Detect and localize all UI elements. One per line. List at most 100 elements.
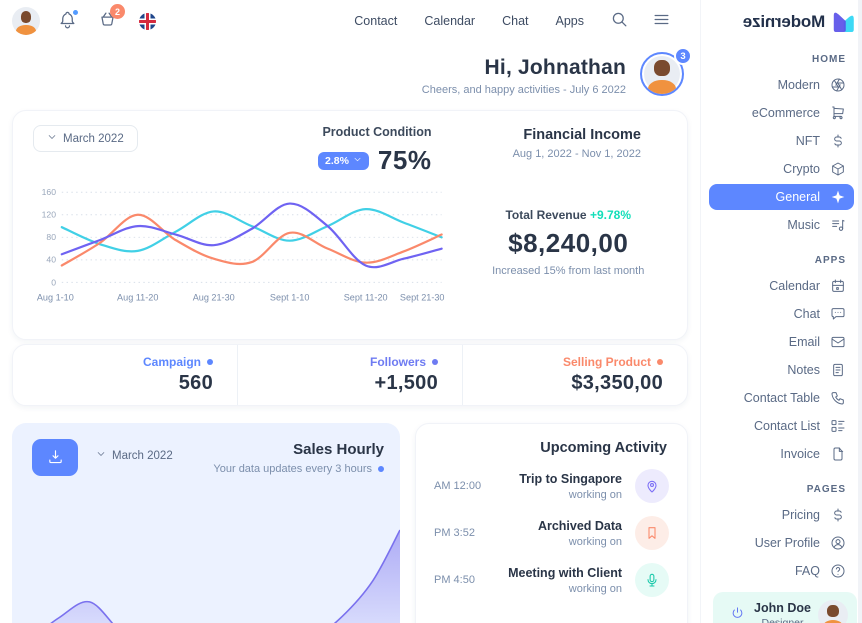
- sales-hourly-title: Sales Hourly: [293, 441, 384, 458]
- product-condition-change: 2.8%: [324, 154, 349, 167]
- sidebar-item-nft[interactable]: NFT: [709, 128, 854, 154]
- sidebar-item-notes[interactable]: Notes: [709, 357, 854, 383]
- activity-time: AM 12:00: [434, 480, 482, 492]
- sidebar-item-modern[interactable]: Modern: [709, 72, 854, 98]
- sales-month-filter-label: March 2022: [112, 449, 173, 462]
- financial-title: Financial Income: [523, 127, 641, 143]
- sidebar-item-ecommerce[interactable]: eCommerce: [709, 100, 854, 126]
- power-icon: [730, 606, 745, 623]
- bottom-row: March 2022 Sales Hourly Your data update…: [12, 423, 688, 623]
- profile-name: John Doe: [754, 601, 811, 615]
- svg-text:Sept 11-20: Sept 11-20: [344, 293, 388, 303]
- activity-row[interactable]: PM 4:50 Meeting with Client working on: [434, 563, 669, 597]
- menu-button[interactable]: [648, 8, 674, 34]
- sidebar-item-general[interactable]: General: [709, 184, 854, 210]
- activity-row[interactable]: PM 3:52 Archived Data working on: [434, 516, 669, 550]
- sidebar-item-crypto[interactable]: Crypto: [709, 156, 854, 182]
- sidebar-item-calendar[interactable]: Calendar: [709, 273, 854, 299]
- nav-link-apps[interactable]: Apps: [555, 14, 585, 28]
- search-button[interactable]: [606, 8, 632, 34]
- stat-campaign: Campaign 560: [13, 345, 237, 405]
- greeting-text: Hi, Johnathan Cheers, and happy activiti…: [422, 56, 626, 96]
- sidebar-item-label: Contact Table: [743, 391, 820, 405]
- calendar-icon: [830, 278, 846, 294]
- financial-date-range: Aug 1, 2022 - Nov 1, 2022: [512, 148, 641, 160]
- nav-link-chat[interactable]: Chat: [502, 14, 529, 28]
- user-avatar[interactable]: [12, 7, 40, 35]
- activity-status: working on: [568, 488, 622, 501]
- sidebar-item-music[interactable]: Music: [709, 212, 854, 238]
- month-filter-label: March 2022: [63, 132, 124, 145]
- notifications-button[interactable]: [54, 8, 80, 34]
- stat-dot-icon: [432, 359, 438, 365]
- upcoming-activity-card: Upcoming Activity AM 12:00 Trip to Singap…: [415, 423, 688, 623]
- total-revenue-block: Total Revenue +9.78% $8,240,00 Increased…: [455, 208, 667, 277]
- language-button[interactable]: [134, 8, 160, 34]
- sidebar-item-chat[interactable]: Chat: [709, 301, 854, 327]
- map-pin-icon: [635, 469, 669, 503]
- product-condition-value: 75%: [377, 145, 432, 175]
- activity-text: Archived Data working on: [538, 519, 622, 548]
- greeting-subtitle: Cheers, and happy activities - July 6 20…: [421, 84, 626, 96]
- topbar-nav: Contact Calendar Chat Apps: [354, 14, 584, 28]
- sales-month-filter-dropdown[interactable]: March 2022: [96, 449, 173, 462]
- dollar-icon: [830, 133, 846, 149]
- topbar: 2 Contact Calendar Chat Apps: [0, 0, 700, 42]
- svg-text:40: 40: [46, 255, 56, 265]
- nav-link-calendar[interactable]: Calendar: [424, 14, 476, 28]
- activity-title: Meeting with Client: [508, 565, 622, 580]
- logout-button[interactable]: [727, 605, 747, 623]
- sidebar-item-label: Crypto: [783, 162, 820, 176]
- stat-value: 560: [178, 372, 213, 394]
- stats-row: Campaign 560 Followers +1,500 Selling Produc…: [12, 344, 688, 406]
- sidebar-item-contact-list[interactable]: Contact List: [709, 413, 854, 439]
- sidebar-item-user-profile[interactable]: User Profile: [709, 530, 854, 556]
- aperture-icon: [830, 77, 846, 93]
- chevron-down-icon: [353, 155, 362, 167]
- bell-icon: [58, 10, 77, 32]
- stat-selling-product: Selling Product $3,350,00: [462, 345, 687, 405]
- financial-summary-panel: Financial Income Aug 1, 2022 - Nov 1, 20…: [445, 125, 673, 333]
- activity-title: Trip to Singapore: [519, 471, 622, 486]
- activity-title: Archived Data: [537, 518, 622, 533]
- greeting-avatar[interactable]: 3: [640, 47, 692, 100]
- sidebar-section-home: HOME: [812, 54, 846, 65]
- sidebar-item-email[interactable]: Email: [709, 329, 854, 355]
- sales-hourly-card: March 2022 Sales Hourly Your data update…: [12, 423, 400, 623]
- chevron-down-icon: [96, 449, 106, 462]
- month-filter-dropdown[interactable]: March 2022: [33, 125, 138, 152]
- sidebar-item-contact-table[interactable]: Contact Table: [709, 385, 854, 411]
- logo: Modernize: [701, 0, 862, 33]
- download-button[interactable]: [32, 439, 78, 476]
- activity-text: Trip to Singapore working on: [519, 472, 622, 501]
- sidebar-item-label: User Profile: [754, 536, 820, 550]
- basket-button[interactable]: 2: [94, 4, 125, 34]
- activity-time: PM 4:50: [434, 574, 475, 586]
- sidebar-item-label: Calendar: [769, 279, 820, 293]
- sidebar-item-faq[interactable]: FAQ: [709, 558, 854, 584]
- activity-row[interactable]: AM 12:00 Trip to Singapore working on: [434, 469, 669, 503]
- nav-link-contact[interactable]: Contact: [354, 14, 398, 28]
- financial-income-card: March 2022 Product Condition 2.8% 75%: [12, 110, 688, 340]
- activity-text: Meeting with Client working on: [508, 566, 622, 595]
- total-revenue-note: Increased 15% from last month: [492, 265, 645, 277]
- sidebar: Modernize HOME Modern eCommerce NFT Crypto Ge…: [700, 0, 862, 623]
- sidebar-item-label: Contact List: [753, 419, 820, 433]
- search-icon: [610, 10, 629, 32]
- sales-area-chart: [50, 529, 400, 623]
- svg-text:80: 80: [46, 232, 56, 242]
- upcoming-activity-title: Upcoming Activity: [540, 440, 667, 456]
- sidebar-item-pricing[interactable]: Pricing: [709, 502, 854, 528]
- scrollbar[interactable]: [858, 0, 862, 623]
- svg-text:120: 120: [42, 210, 57, 220]
- sidebar-nav: HOME Modern eCommerce NFT Crypto General Music…: [701, 33, 862, 584]
- mail-icon: [830, 334, 846, 350]
- profile-avatar[interactable]: [818, 600, 848, 623]
- sidebar-item-invoice[interactable]: Invoice: [709, 441, 854, 467]
- product-condition-change-dropdown[interactable]: 2.8%: [317, 151, 369, 170]
- sidebar-section-apps: APPS: [814, 255, 846, 266]
- avatar-badge: 3: [674, 47, 692, 65]
- stat-value: $3,350,00: [571, 372, 663, 394]
- logo-link[interactable]: Modernize: [743, 11, 856, 33]
- bookmark-icon: [635, 516, 669, 550]
